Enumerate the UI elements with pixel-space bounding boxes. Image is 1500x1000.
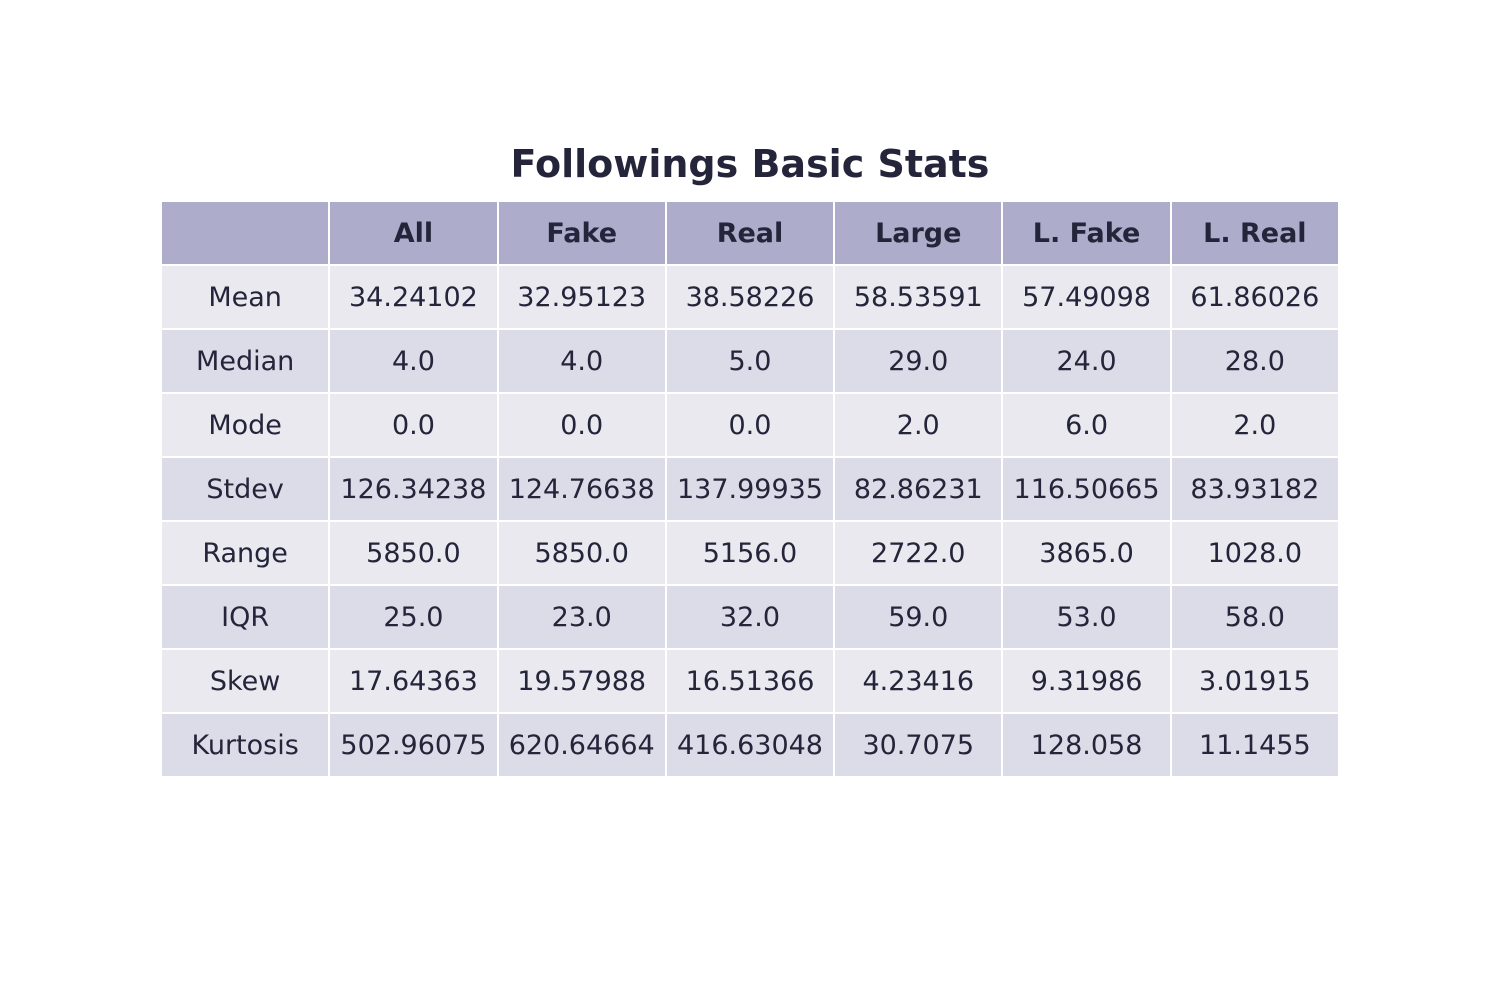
value-cell: 17.64363 bbox=[328, 648, 499, 714]
column-header-corner bbox=[159, 200, 331, 266]
column-header: L. Fake bbox=[1001, 200, 1172, 266]
value-cell: 30.7075 bbox=[833, 712, 1004, 778]
column-header: Large bbox=[833, 200, 1004, 266]
row-label-cell: Median bbox=[159, 328, 331, 394]
table-row: Mean 34.24102 32.95123 38.58226 58.53591 57.4… bbox=[159, 264, 1341, 330]
value-cell: 57.49098 bbox=[1001, 264, 1172, 330]
value-cell: 38.58226 bbox=[664, 264, 836, 330]
value-cell: 128.058 bbox=[1001, 712, 1172, 778]
value-cell: 4.23416 bbox=[833, 648, 1004, 714]
value-cell: 124.76638 bbox=[496, 456, 667, 522]
chart-title: Followings Basic Stats bbox=[510, 142, 990, 186]
row-label-cell: Range bbox=[159, 520, 331, 586]
value-cell: 3865.0 bbox=[1001, 520, 1172, 586]
value-cell: 23.0 bbox=[496, 584, 667, 650]
value-cell: 34.24102 bbox=[328, 264, 499, 330]
stats-table: All Fake Real Large L. Fake L. Real Mean 34.24… bbox=[159, 200, 1341, 778]
value-cell: 0.0 bbox=[496, 392, 667, 458]
value-cell: 6.0 bbox=[1001, 392, 1172, 458]
value-cell: 24.0 bbox=[1001, 328, 1172, 394]
value-cell: 620.64664 bbox=[496, 712, 667, 778]
value-cell: 2.0 bbox=[833, 392, 1004, 458]
value-cell: 137.99935 bbox=[664, 456, 836, 522]
value-cell: 16.51366 bbox=[664, 648, 836, 714]
value-cell: 5850.0 bbox=[328, 520, 499, 586]
value-cell: 126.34238 bbox=[328, 456, 499, 522]
row-label-cell: IQR bbox=[159, 584, 331, 650]
table-row: Mode 0.0 0.0 0.0 2.0 6.0 2.0 bbox=[159, 392, 1341, 458]
table-row: IQR 25.0 23.0 32.0 59.0 53.0 58.0 bbox=[159, 584, 1341, 650]
value-cell: 58.0 bbox=[1169, 584, 1341, 650]
value-cell: 53.0 bbox=[1001, 584, 1172, 650]
row-label-cell: Mean bbox=[159, 264, 331, 330]
value-cell: 29.0 bbox=[833, 328, 1004, 394]
value-cell: 11.1455 bbox=[1169, 712, 1341, 778]
header-row: All Fake Real Large L. Fake L. Real bbox=[159, 200, 1341, 266]
row-label-cell: Stdev bbox=[159, 456, 331, 522]
value-cell: 4.0 bbox=[328, 328, 499, 394]
value-cell: 5850.0 bbox=[496, 520, 667, 586]
value-cell: 32.0 bbox=[664, 584, 836, 650]
value-cell: 28.0 bbox=[1169, 328, 1341, 394]
table-row: Kurtosis 502.96075 620.64664 416.63048 30.70… bbox=[159, 712, 1341, 778]
value-cell: 58.53591 bbox=[833, 264, 1004, 330]
table-row: Range 5850.0 5850.0 5156.0 2722.0 3865.0 1028.… bbox=[159, 520, 1341, 586]
column-header: Fake bbox=[496, 200, 667, 266]
column-header: All bbox=[328, 200, 499, 266]
value-cell: 59.0 bbox=[833, 584, 1004, 650]
value-cell: 61.86026 bbox=[1169, 264, 1341, 330]
value-cell: 5.0 bbox=[664, 328, 836, 394]
value-cell: 0.0 bbox=[328, 392, 499, 458]
value-cell: 83.93182 bbox=[1169, 456, 1341, 522]
value-cell: 5156.0 bbox=[664, 520, 836, 586]
row-label-cell: Skew bbox=[159, 648, 331, 714]
value-cell: 0.0 bbox=[664, 392, 836, 458]
value-cell: 82.86231 bbox=[833, 456, 1004, 522]
column-header: Real bbox=[664, 200, 836, 266]
value-cell: 4.0 bbox=[496, 328, 667, 394]
value-cell: 3.01915 bbox=[1169, 648, 1341, 714]
table-body: Mean 34.24102 32.95123 38.58226 58.53591 57.4… bbox=[159, 264, 1341, 778]
table-row: Median 4.0 4.0 5.0 29.0 24.0 28.0 bbox=[159, 328, 1341, 394]
value-cell: 1028.0 bbox=[1169, 520, 1341, 586]
value-cell: 19.57988 bbox=[496, 648, 667, 714]
value-cell: 502.96075 bbox=[328, 712, 499, 778]
value-cell: 9.31986 bbox=[1001, 648, 1172, 714]
value-cell: 416.63048 bbox=[664, 712, 836, 778]
value-cell: 116.50665 bbox=[1001, 456, 1172, 522]
table-row: Stdev 126.34238 124.76638 137.99935 82.86231… bbox=[159, 456, 1341, 522]
row-label-cell: Kurtosis bbox=[159, 712, 331, 778]
value-cell: 2.0 bbox=[1169, 392, 1341, 458]
value-cell: 25.0 bbox=[328, 584, 499, 650]
value-cell: 32.95123 bbox=[496, 264, 667, 330]
column-header: L. Real bbox=[1169, 200, 1341, 266]
value-cell: 2722.0 bbox=[833, 520, 1004, 586]
table-row: Skew 17.64363 19.57988 16.51366 4.23416 9.319… bbox=[159, 648, 1341, 714]
row-label-cell: Mode bbox=[159, 392, 331, 458]
